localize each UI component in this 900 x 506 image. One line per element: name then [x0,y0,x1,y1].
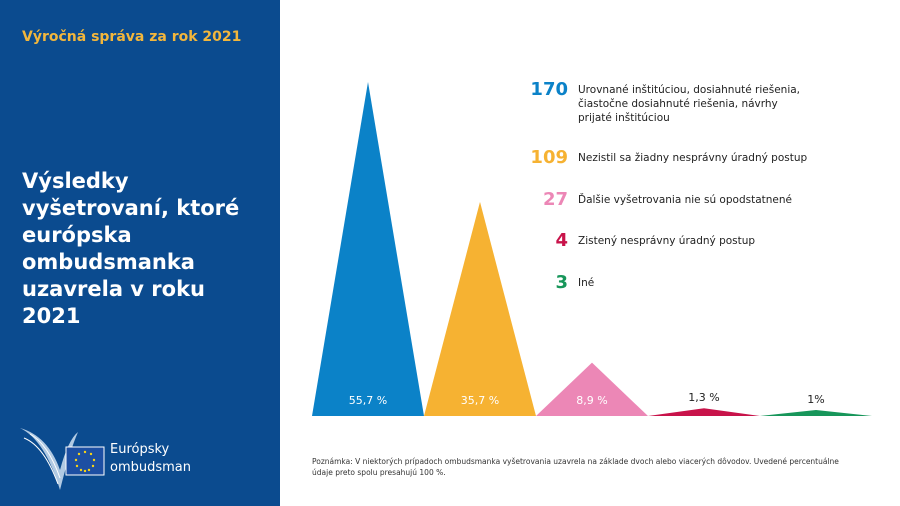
chart-title: Výsledky vyšetrovaní, ktoré európska omb… [22,169,240,328]
legend-entry: 170 Urovnané inštitúciou, dosiahnuté rieš… [520,80,860,125]
value-label: 1,3 % [688,391,719,404]
logo-line: Európsky [110,442,170,457]
logo-graphic [20,428,105,490]
report-title: Výročná správa za rok 2021 [22,29,242,45]
note: Poznámka: V niektorých prípadoch ombudsm… [312,457,839,477]
triangle [760,410,872,416]
logo-line: ombudsman [110,460,192,475]
count: 4 [555,230,568,251]
count: 3 [555,272,568,293]
legend-entry: 27 Ďalšie vyšetrovania nie sú opodstatnen… [520,190,860,210]
legend-label: Urovnané inštitúciou, dosiahnuté riešeni… [578,84,801,124]
legend-entry: 3 Iné [520,273,860,293]
value-label: 8,9 % [576,394,607,407]
legend-entry: 109 Nezistil sa žiadny nesprávny úradný p… [520,148,860,168]
logo-text: Európsky ombudsman [110,441,191,477]
value-label: 1% [807,393,824,406]
legend-entry: 4 Zistený nesprávny úradný postup [520,231,860,251]
count: 170 [530,79,568,100]
triangle [536,362,648,416]
legend-label: Nezistil sa žiadny nesprávny úradný post… [578,152,808,164]
count: 109 [530,147,568,168]
legend-label: Zistený nesprávny úradný postup [578,235,756,247]
value-label: 55,7 % [349,394,387,407]
triangle [424,201,536,416]
sidebar: Výročná správa za rok 2021 Výsledky vyše… [0,0,280,506]
triangle [648,408,760,416]
count: 27 [542,189,568,210]
legend-label: Iné [578,277,595,289]
legend-label: Ďalšie vyšetrovania nie sú opodstatnené [578,194,792,206]
triangle [312,82,424,416]
value-label: 35,7 % [461,394,499,407]
